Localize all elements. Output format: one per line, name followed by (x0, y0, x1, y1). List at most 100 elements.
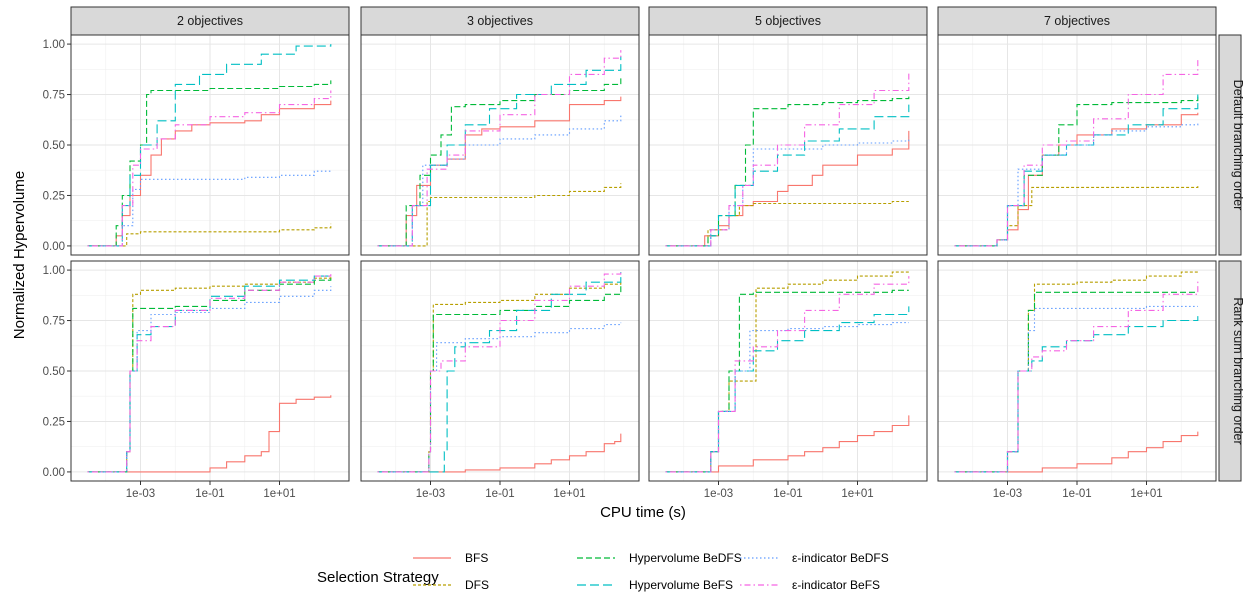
legend-label: ε-indicator BeDFS (792, 551, 889, 565)
legend-label: DFS (465, 578, 489, 592)
y-tick-label: 1.00 (43, 265, 65, 277)
series-line-hypervolume-bedfs (87, 80, 332, 247)
x-tick-label: 1e-01 (1062, 488, 1091, 500)
panel-r2-c2: 1e-03 1e-01 1e+01 (360, 260, 640, 500)
panel-r1-c1: 0.00 0.25 0.50 0.75 1.00 (43, 34, 350, 256)
x-tick-label: 1e-03 (416, 488, 445, 500)
y-tick-label: 0.50 (43, 366, 65, 378)
series-line-bfs (954, 431, 1199, 473)
legend-label: Hypervolume BeFS (629, 578, 733, 592)
column-strip-4: 7 objectives (937, 6, 1217, 36)
x-tick-label: 1e+01 (553, 488, 585, 500)
series-line-hypervolume-bedfs (377, 286, 622, 473)
series-line-hypervolume-befs (665, 306, 910, 473)
row-strip-bg (1218, 34, 1242, 256)
series-line-bfs (665, 415, 910, 473)
series-line-dfs (377, 183, 622, 247)
y-tick-label: 0.25 (43, 416, 65, 428)
panel-r2-c4: 1e-03 1e-01 1e+01 (937, 260, 1217, 500)
series-line-hypervolume-befs (377, 56, 622, 247)
column-strip-bg (70, 6, 350, 36)
series-group (954, 270, 1199, 473)
series-line--indicator-befs (377, 270, 622, 473)
series-line--indicator-bedfs (665, 322, 909, 473)
x-tick-label: 1e-03 (704, 488, 733, 500)
series-line--indicator-befs (87, 274, 332, 473)
x-tick-label: 1e-03 (993, 488, 1022, 500)
x-axis-title: CPU time (s) (600, 504, 686, 521)
panel-r2-c1: 0.00 0.25 0.50 0.75 1.00 1e-03 1e-01 1e+01 (43, 260, 350, 500)
series-group (87, 274, 332, 473)
legend-item--indicator-bedfs: ε-indicator BeDFS (740, 551, 889, 565)
column-strip-label: 7 objectives (1044, 14, 1110, 28)
legend-item-dfs: DFS (413, 578, 489, 592)
y-tick-label: 0.00 (43, 241, 65, 253)
y-tick-label: 0.50 (43, 140, 65, 152)
y-tick-label: 0.25 (43, 190, 65, 202)
column-strip-1: 2 objectives (70, 6, 350, 36)
column-strip-bg (937, 6, 1217, 36)
y-tick-label: 0.75 (43, 90, 65, 102)
series-line-bfs (377, 96, 622, 247)
legend-item-hypervolume-befs: Hypervolume BeFS (577, 578, 733, 592)
column-strip-3: 5 objectives (648, 6, 928, 36)
series-line--indicator-befs (665, 276, 910, 473)
series-line--indicator-befs (665, 72, 910, 247)
x-tick-label: 1e+01 (1130, 488, 1162, 500)
panel-r2-c3: 1e-03 1e-01 1e+01 (648, 260, 928, 500)
y-axis-title: Normalized Hypervolume (11, 171, 28, 339)
y-tick-label: 1.00 (43, 39, 65, 51)
series-line-hypervolume-befs (954, 312, 1199, 473)
x-tick-label: 1e+01 (263, 488, 295, 500)
series-group (377, 50, 622, 247)
panel-border (937, 34, 1217, 256)
series-line--indicator-befs (377, 50, 622, 247)
row-strip-2: Rank sum branching order (1218, 260, 1243, 482)
panel-border (648, 34, 928, 256)
series-group (665, 270, 910, 473)
row-strip-bg (1218, 260, 1242, 482)
panel-r1-c2 (360, 34, 640, 256)
series-group (377, 270, 622, 473)
series-line-hypervolume-befs (954, 94, 1199, 247)
series-line-hypervolume-befs (665, 104, 910, 247)
x-tick-label: 1e-01 (773, 488, 802, 500)
x-tick-label: 1e-03 (126, 488, 155, 500)
row-strip-label: Rank sum branching order (1231, 297, 1243, 444)
panel-r1-c4 (937, 34, 1217, 256)
x-tick-label: 1e+01 (841, 488, 873, 500)
series-group (954, 58, 1199, 247)
series-line--indicator-befs (954, 58, 1199, 247)
series-group (87, 44, 332, 247)
legend-item-hypervolume-bedfs: Hypervolume BeDFS (577, 551, 742, 565)
series-line-bfs (377, 433, 622, 473)
series-line-dfs (954, 270, 1199, 473)
panel-border (360, 34, 640, 256)
y-tick-label: 0.75 (43, 316, 65, 328)
y-tick-label: 0.00 (43, 467, 65, 479)
series-line-hypervolume-befs (87, 44, 332, 247)
x-tick-label: 1e-01 (485, 488, 514, 500)
series-line--indicator-bedfs (954, 122, 1199, 247)
panel-grid: 2 objectives 3 objectives 5 objectives 7 ob… (43, 6, 1243, 500)
series-line--indicator-befs (954, 280, 1199, 473)
panel-r1-c3 (648, 34, 928, 256)
series-line-hypervolume-befs (377, 272, 622, 473)
row-strip-label: Default branching order (1231, 80, 1243, 211)
series-line-dfs (377, 280, 622, 473)
legend-label: ε-indicator BeFS (792, 578, 880, 592)
row-strip-1: Default branching order (1218, 34, 1243, 256)
series-line--indicator-bedfs (377, 322, 622, 473)
legend-label: Hypervolume BeDFS (629, 551, 742, 565)
legend-item--indicator-befs: ε-indicator BeFS (740, 578, 880, 592)
column-strip-bg (648, 6, 928, 36)
series-line-dfs (87, 223, 332, 247)
legend-title: Selection Strategy (317, 569, 439, 586)
series-group (665, 72, 910, 247)
series-line-hypervolume-bedfs (377, 78, 622, 247)
column-strip-2: 3 objectives (360, 6, 640, 36)
column-strip-label: 2 objectives (177, 14, 243, 28)
series-line-bfs (87, 395, 332, 473)
legend: Selection Strategy BFS DFS Hypervolume BeDF… (317, 551, 889, 592)
